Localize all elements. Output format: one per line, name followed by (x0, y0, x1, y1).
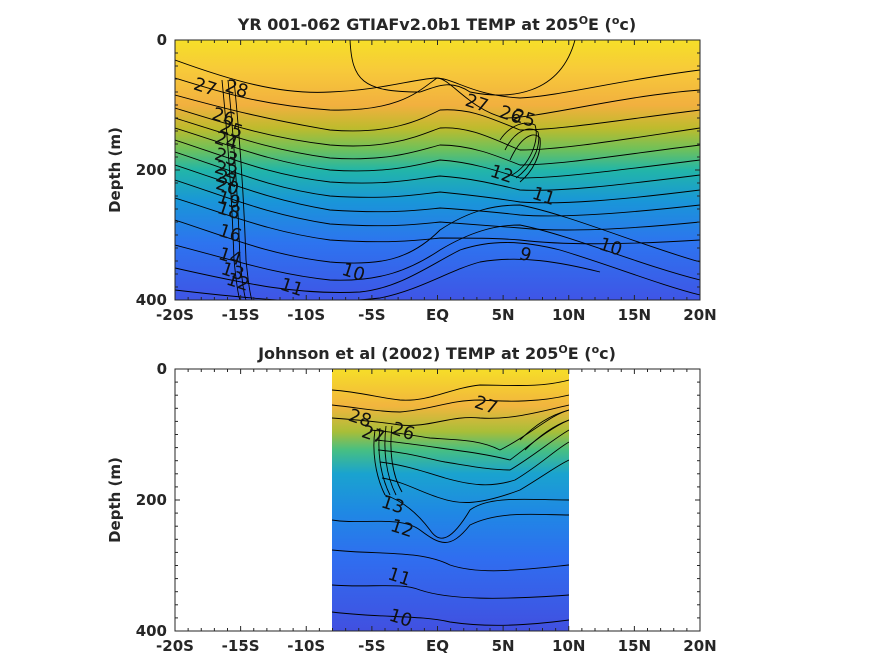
x-tick-label: -15S (222, 306, 260, 324)
x-tick-label: EQ (426, 306, 449, 324)
y-tick-label: 400 (136, 291, 167, 309)
panel-1-contours (175, 40, 700, 300)
panel-2-contours (332, 379, 569, 626)
y-tick-label: 0 (157, 31, 167, 49)
x-tick-label: -5S (358, 637, 385, 655)
x-tick-label: 20N (683, 637, 716, 655)
panel-1: YR 001-062 GTIAFv2.0b1 TEMP at 205OE (oc… (106, 14, 717, 324)
x-tick-label: 5N (492, 306, 515, 324)
y-tick-label: 400 (136, 622, 167, 640)
y-tick-label: 0 (157, 360, 167, 378)
x-tick-label: EQ (426, 637, 449, 655)
panel-2-ylabel: Depth (m) (106, 457, 124, 543)
x-tick-label: 10N (552, 306, 585, 324)
x-tick-label: -20S (156, 306, 194, 324)
x-tick-label: 15N (618, 306, 651, 324)
panel-1-field (175, 40, 700, 300)
y-tick-label: 200 (136, 491, 167, 509)
x-tick-label: 10N (552, 637, 585, 655)
panel-2-axes: -20S -15S -10S -5S EQ 5N 10N 15N 20N 0 200 400 (136, 360, 717, 655)
panel-2: Johnson et al (2002) TEMP at 205OE (oc) (106, 343, 717, 655)
x-tick-label: 15N (618, 637, 651, 655)
x-tick-label: -5S (358, 306, 385, 324)
x-tick-label: 5N (492, 637, 515, 655)
x-tick-label: 20N (683, 306, 716, 324)
x-tick-label: -10S (287, 306, 325, 324)
x-tick-label: -20S (156, 637, 194, 655)
y-tick-label: 200 (136, 161, 167, 179)
x-tick-label: -10S (287, 637, 325, 655)
panel-2-title: Johnson et al (2002) TEMP at 205OE (oc) (257, 343, 616, 363)
panel-1-title: YR 001-062 GTIAFv2.0b1 TEMP at 205OE (oc… (237, 14, 636, 34)
panel-1-ylabel: Depth (m) (106, 127, 124, 213)
panel-2-field (332, 369, 569, 631)
panel-1-axes: -20S -15S -10S -5S EQ 5N 10N 15N 20N 0 200 400 (136, 31, 717, 324)
x-tick-label: -15S (222, 637, 260, 655)
